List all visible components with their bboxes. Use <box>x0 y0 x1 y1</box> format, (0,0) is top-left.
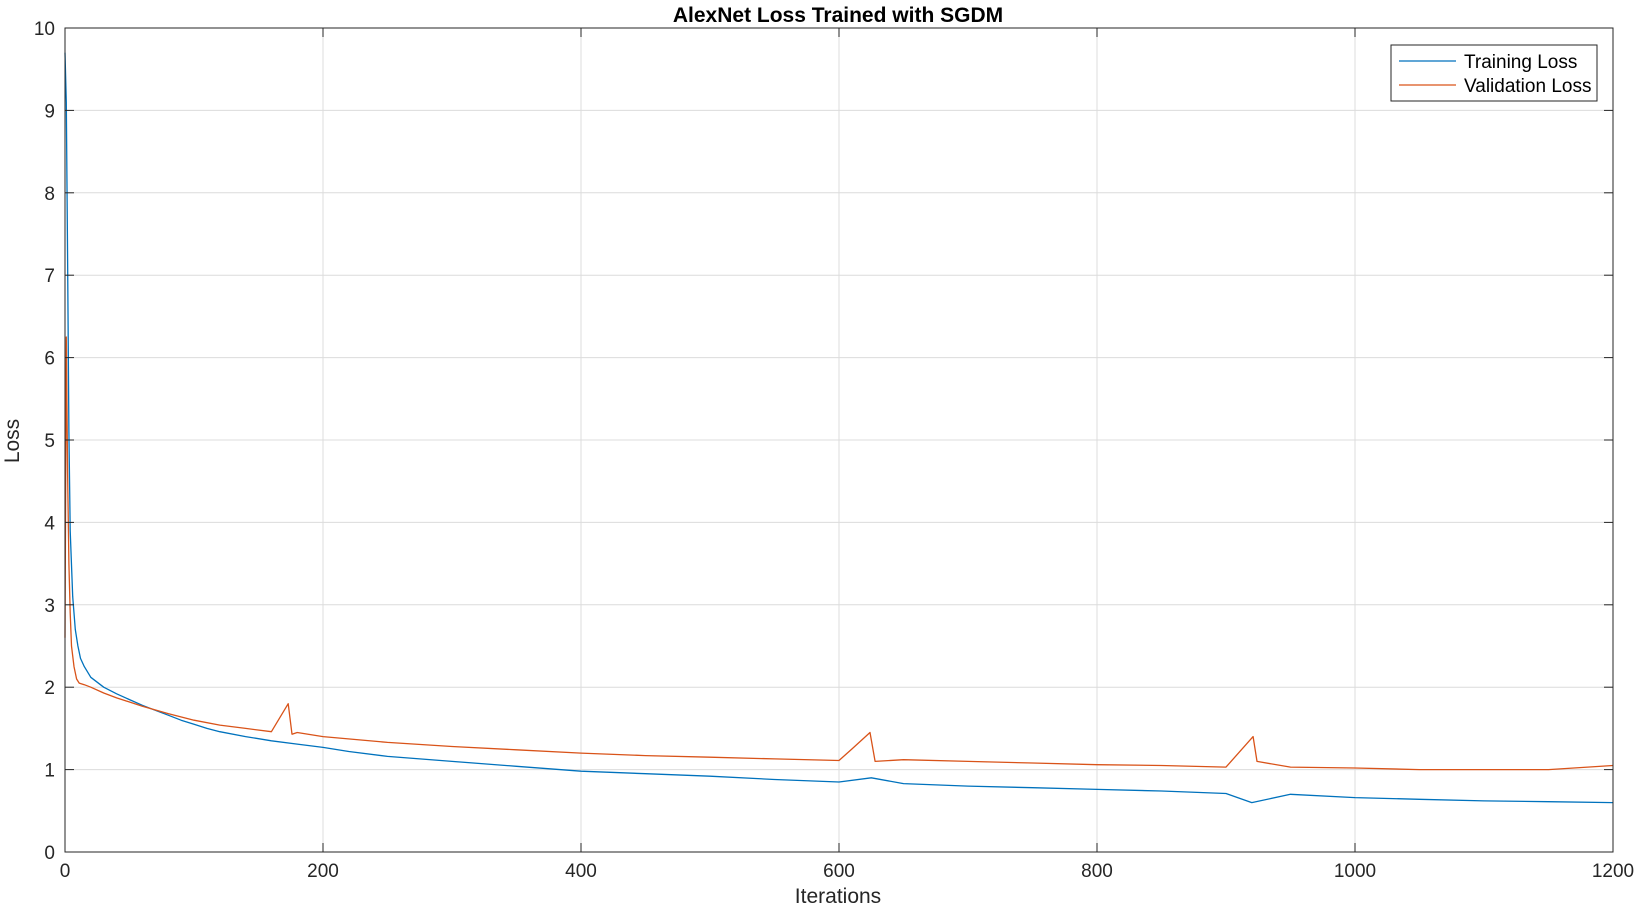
x-tick-label: 200 <box>307 861 339 882</box>
chart-title: AlexNet Loss Trained with SGDM <box>673 4 1003 27</box>
y-tick-label: 7 <box>44 266 55 287</box>
legend-label-training-loss: Training Loss <box>1464 52 1577 73</box>
legend-label-validation-loss: Validation Loss <box>1464 76 1591 97</box>
x-tick-label: 400 <box>565 861 597 882</box>
y-tick-label: 10 <box>34 19 55 40</box>
axis-ticks: 0 200 400 600 800 1000 1200 0 1 2 3 4 5 6 7 8 9 10 <box>34 19 1634 882</box>
series-lines <box>64 52 1614 804</box>
x-tick-label: 1000 <box>1334 861 1376 882</box>
grid-lines <box>64 27 1614 853</box>
y-tick-label: 8 <box>44 184 55 205</box>
x-tick-label: 600 <box>823 861 855 882</box>
x-tick-label: 0 <box>60 861 71 882</box>
x-tick-label: 1200 <box>1592 861 1634 882</box>
x-tick-label: 800 <box>1081 861 1113 882</box>
legend-box <box>1390 44 1598 102</box>
series-line-validation-loss <box>64 336 1614 771</box>
x-axis-label: Iterations <box>795 885 881 908</box>
y-tick-label: 3 <box>44 596 55 617</box>
y-tick-label: 1 <box>44 761 55 782</box>
y-tick-label: 0 <box>44 843 55 864</box>
series-line-training-loss <box>64 52 1614 804</box>
y-tick-label: 9 <box>44 101 55 122</box>
y-tick-label: 5 <box>44 431 55 452</box>
y-axis-label: Loss <box>1 419 24 463</box>
legend: Training Loss Validation Loss <box>1390 44 1598 102</box>
y-tick-label: 6 <box>44 349 55 370</box>
y-tick-label: 2 <box>44 678 55 699</box>
y-tick-label: 4 <box>44 513 55 534</box>
